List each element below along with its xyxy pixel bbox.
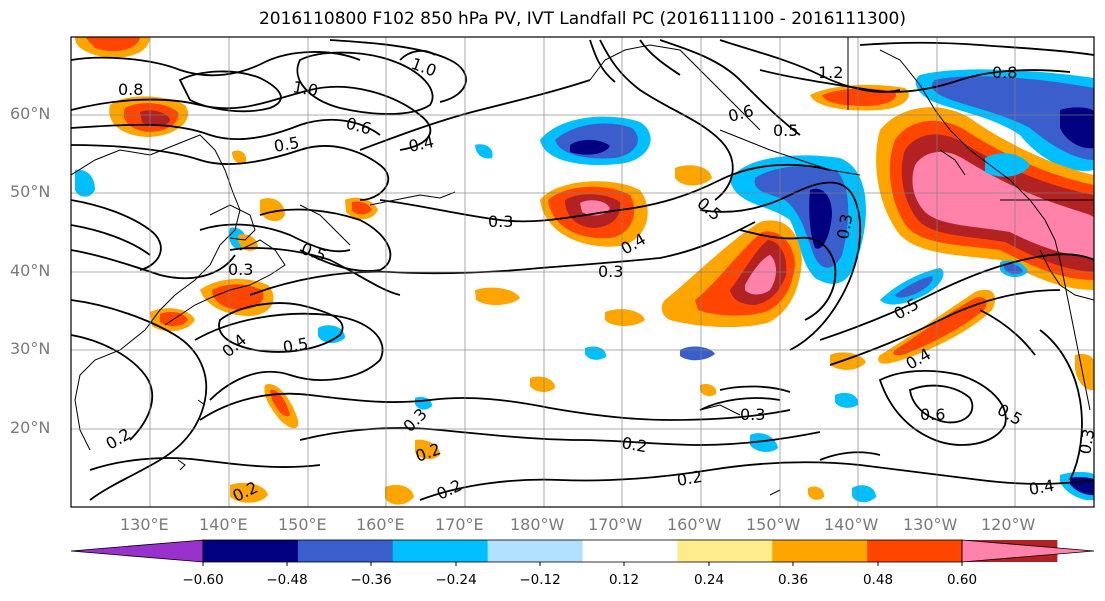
contour-label: 1.0 (291, 77, 319, 100)
colorbar-segments (70, 539, 1095, 563)
contour-label: 0.3 (833, 212, 856, 240)
colorbar-tick-label: 0.60 (946, 572, 978, 588)
pv-positive-blob (230, 482, 268, 503)
contour-label: 0.2 (675, 467, 703, 490)
colorbar-segment (203, 540, 299, 562)
colorbar-segment (487, 540, 583, 562)
colorbar-tick-label: 0.48 (862, 572, 894, 588)
contour-label: 0.3 (228, 260, 253, 279)
colorbar-frame (202, 539, 963, 563)
lon-label-140w: 140°W (824, 515, 879, 534)
pv-positive-blob (822, 88, 896, 106)
pv-positive-blob (700, 384, 717, 397)
lon-label-120w: 120°W (981, 515, 1036, 534)
pv-negative-blob (931, 76, 1094, 160)
pv-positive-blob (605, 309, 645, 326)
pv-negative-blob (895, 276, 933, 298)
pv-positive-blob (912, 151, 1094, 258)
pv-negative-blob (570, 139, 610, 155)
pv-negative-blob (1060, 107, 1094, 149)
pv-contours (71, 39, 1094, 501)
map-frame (70, 36, 1095, 508)
pv-positive-blob (415, 439, 440, 460)
pv-positive-blob (232, 150, 247, 164)
colorbar-segment (297, 540, 394, 562)
pv-positive-blob (212, 284, 264, 310)
colorbar-segment (772, 540, 868, 562)
pv-negative-blob (835, 392, 859, 408)
contour-label: 0.3 (598, 262, 623, 281)
contour-label: 0.6 (920, 405, 945, 424)
pv-fill-layer (75, 37, 1094, 505)
colorbar (70, 539, 1095, 566)
pv-positive-blob (830, 352, 866, 370)
colorbar-tick-label: 0.12 (608, 572, 640, 588)
lat-label-30n: 30°N (10, 339, 51, 358)
colorbar-tick-label: −0.36 (350, 572, 392, 588)
colorbar-tick-label: −0.60 (182, 572, 224, 588)
contour-label: 1.2 (818, 63, 843, 82)
contour-label: 0.3 (488, 212, 513, 231)
contour-label: 0.4 (1027, 476, 1055, 499)
pv-negative-blob (1004, 263, 1023, 275)
pv-positive-blob (675, 165, 712, 186)
lon-label-130e: 130°E (120, 515, 169, 534)
pv-positive-blob (530, 376, 555, 392)
pv-positive-blob (745, 255, 776, 295)
pv-positive-blob (1075, 353, 1094, 391)
pv-positive-blob (808, 486, 825, 500)
contour-label: 0.8 (118, 80, 143, 99)
lon-label-170e: 170°E (435, 515, 484, 534)
pv-positive-blob (140, 110, 170, 127)
pv-negative-blob (318, 325, 345, 344)
contour-label: 0.8 (992, 63, 1017, 82)
contour-label: 0.4 (407, 132, 436, 156)
lon-label-150e: 150°E (278, 515, 327, 534)
lat-label-20n: 20°N (10, 418, 51, 437)
pv-negative-blob (809, 188, 832, 249)
figure-title: 2016110800 F102 850 hPa PV, IVT Landfall… (258, 9, 906, 29)
contour-label: 0.3 (1075, 427, 1098, 455)
pv-negative-blob (985, 153, 1030, 177)
lat-label-40n: 40°N (10, 261, 51, 280)
colorbar-tick-label: −0.12 (519, 572, 561, 588)
pv-negative-blob (750, 433, 778, 452)
colorbar-segment (677, 540, 773, 562)
colorbar-tick-label: 0.36 (777, 572, 809, 588)
lat-label-50n: 50°N (10, 182, 51, 201)
lon-label-170w: 170°W (588, 515, 643, 534)
contour-label: 0.5 (281, 334, 309, 357)
pv-positive-blob (352, 201, 372, 215)
graticule (71, 37, 1094, 507)
colorbar-ticks (202, 562, 963, 566)
colorbar-tick-label: −0.24 (435, 572, 477, 588)
lon-label-160w: 160°W (667, 515, 722, 534)
contour-label: 0.2 (620, 433, 648, 456)
contour-label: 0.5 (773, 121, 798, 140)
colorbar-tick-label: 0.24 (693, 572, 725, 588)
colorbar-tick-label: −0.48 (266, 572, 308, 588)
pv-positive-blob (385, 484, 414, 505)
colorbar-extend-min (70, 539, 204, 563)
lon-label-150w: 150°W (746, 515, 801, 534)
contour-label: 0.3 (740, 405, 765, 424)
pv-positive-blob (238, 234, 258, 251)
pv-positive-blob (893, 297, 987, 356)
lon-label-180w: 180°W (510, 515, 565, 534)
colorbar-segment (392, 540, 489, 562)
pv-negative-blob (75, 169, 95, 197)
colorbar-segment (582, 540, 678, 562)
lat-label-60n: 60°N (10, 104, 51, 123)
contour-label: 0.5 (272, 133, 300, 156)
pv-positive-blob (260, 198, 285, 222)
lon-label-130w: 130°W (903, 515, 958, 534)
pv-negative-blob (475, 144, 493, 159)
pv-positive-blob (85, 37, 140, 52)
pv-positive-blob (270, 389, 290, 417)
pv-positive-blob (475, 287, 520, 306)
lon-label-160e: 160°E (356, 515, 405, 534)
lon-label-140e: 140°E (199, 515, 248, 534)
colorbar-segment (867, 540, 963, 562)
